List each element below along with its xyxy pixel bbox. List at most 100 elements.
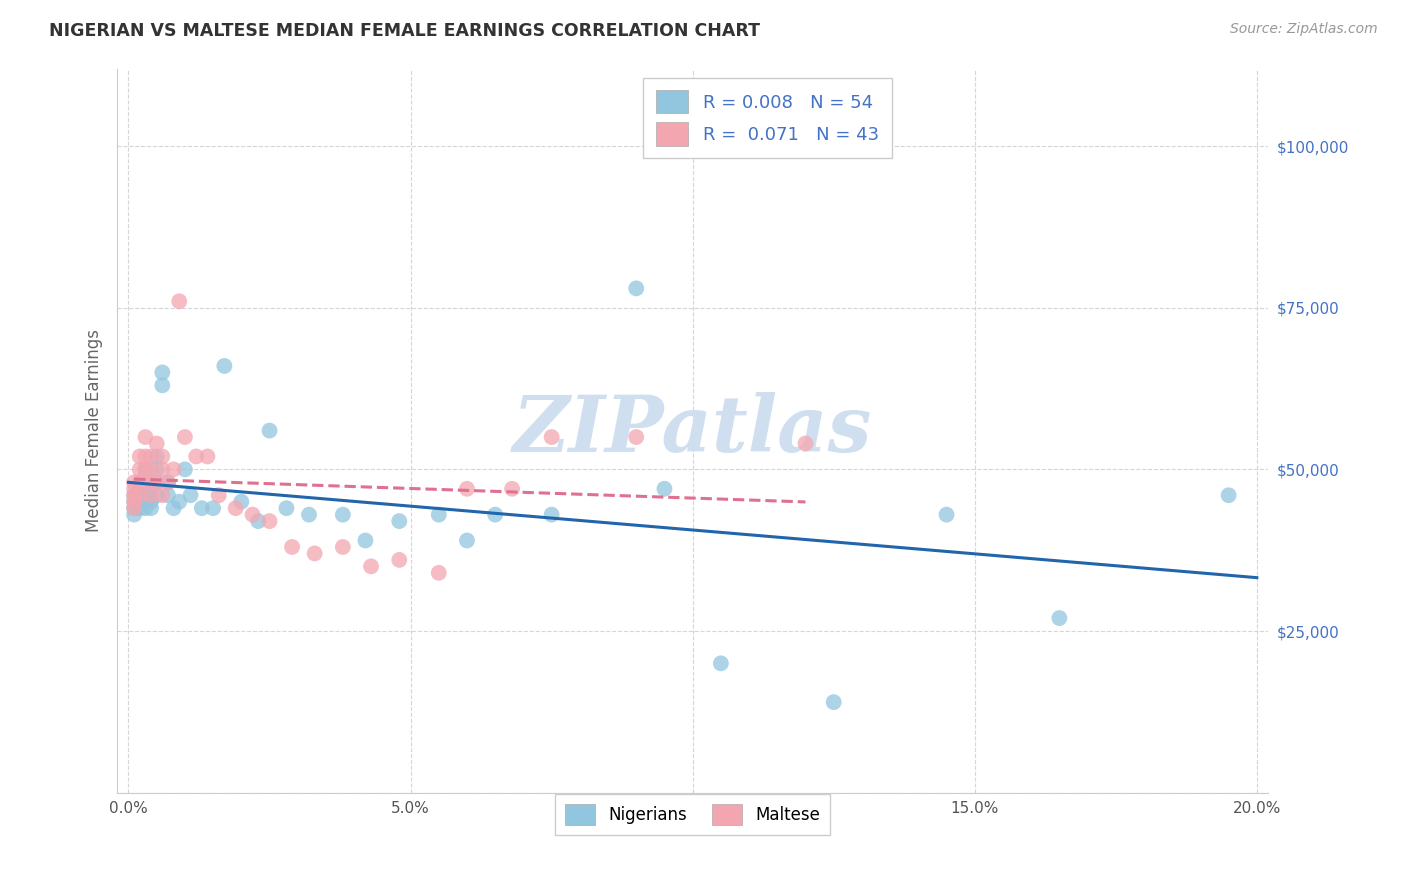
Point	[276, 501, 298, 516]
Point	[122, 501, 145, 516]
Point	[540, 508, 562, 522]
Point	[139, 475, 162, 490]
Point	[626, 281, 648, 295]
Point	[794, 436, 817, 450]
Point	[388, 514, 411, 528]
Point	[122, 494, 145, 508]
Point	[281, 540, 304, 554]
Point	[128, 482, 150, 496]
Point	[1218, 488, 1240, 502]
Point	[186, 450, 208, 464]
Point	[145, 462, 167, 476]
Point	[332, 540, 354, 554]
Point	[197, 450, 219, 464]
Point	[823, 695, 845, 709]
Point	[388, 553, 411, 567]
Point	[122, 501, 145, 516]
Point	[145, 475, 167, 490]
Point	[191, 501, 214, 516]
Point	[128, 450, 150, 464]
Point	[139, 482, 162, 496]
Point	[122, 488, 145, 502]
Point	[122, 475, 145, 490]
Point	[134, 475, 156, 490]
Point	[128, 488, 150, 502]
Point	[134, 450, 156, 464]
Point	[427, 566, 450, 580]
Point	[139, 488, 162, 502]
Point	[225, 501, 247, 516]
Point	[150, 462, 173, 476]
Point	[150, 450, 173, 464]
Point	[128, 475, 150, 490]
Point	[354, 533, 377, 548]
Point	[150, 488, 173, 502]
Point	[162, 501, 184, 516]
Point	[162, 462, 184, 476]
Point	[484, 508, 506, 522]
Point	[134, 462, 156, 476]
Point	[128, 494, 150, 508]
Point	[654, 482, 676, 496]
Point	[139, 501, 162, 516]
Point	[139, 450, 162, 464]
Point	[122, 508, 145, 522]
Point	[122, 482, 145, 496]
Point	[180, 488, 202, 502]
Point	[128, 462, 150, 476]
Point	[128, 488, 150, 502]
Point	[540, 430, 562, 444]
Point	[122, 494, 145, 508]
Point	[242, 508, 264, 522]
Point	[259, 514, 281, 528]
Text: NIGERIAN VS MALTESE MEDIAN FEMALE EARNINGS CORRELATION CHART: NIGERIAN VS MALTESE MEDIAN FEMALE EARNIN…	[49, 22, 761, 40]
Point	[122, 488, 145, 502]
Point	[150, 365, 173, 379]
Point	[134, 494, 156, 508]
Point	[332, 508, 354, 522]
Point	[167, 494, 190, 508]
Point	[145, 436, 167, 450]
Point	[501, 482, 523, 496]
Point	[456, 533, 478, 548]
Point	[134, 462, 156, 476]
Point	[360, 559, 382, 574]
Point	[214, 359, 236, 373]
Point	[427, 508, 450, 522]
Point	[174, 430, 197, 444]
Point	[134, 482, 156, 496]
Point	[150, 378, 173, 392]
Text: ZIPatlas: ZIPatlas	[513, 392, 872, 469]
Point	[145, 488, 167, 502]
Point	[259, 424, 281, 438]
Point	[167, 294, 190, 309]
Point	[156, 475, 179, 490]
Point	[208, 488, 231, 502]
Point	[710, 657, 733, 671]
Point	[134, 488, 156, 502]
Point	[139, 488, 162, 502]
Point	[174, 462, 197, 476]
Point	[156, 488, 179, 502]
Point	[231, 494, 253, 508]
Point	[935, 508, 957, 522]
Point	[247, 514, 270, 528]
Point	[298, 508, 321, 522]
Point	[456, 482, 478, 496]
Point	[139, 494, 162, 508]
Point	[128, 475, 150, 490]
Y-axis label: Median Female Earnings: Median Female Earnings	[86, 329, 103, 533]
Point	[128, 501, 150, 516]
Legend: Nigerians, Maltese: Nigerians, Maltese	[555, 794, 831, 835]
Point	[304, 546, 326, 560]
Point	[145, 475, 167, 490]
Point	[156, 475, 179, 490]
Point	[139, 475, 162, 490]
Point	[1047, 611, 1070, 625]
Point	[139, 462, 162, 476]
Text: Source: ZipAtlas.com: Source: ZipAtlas.com	[1230, 22, 1378, 37]
Point	[134, 468, 156, 483]
Point	[202, 501, 225, 516]
Point	[626, 430, 648, 444]
Point	[134, 430, 156, 444]
